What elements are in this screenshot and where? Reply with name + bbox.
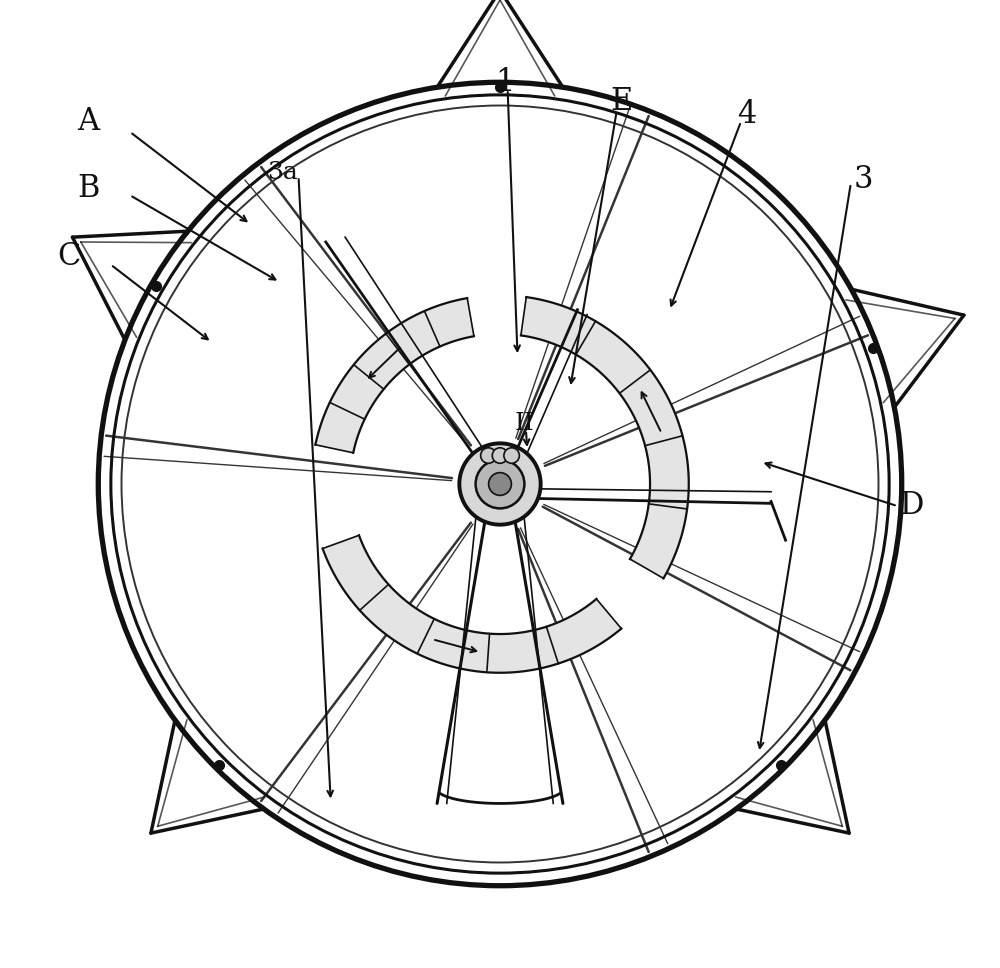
Polygon shape xyxy=(521,297,689,579)
Circle shape xyxy=(492,448,508,464)
Text: B: B xyxy=(77,173,100,204)
Circle shape xyxy=(489,472,511,496)
Circle shape xyxy=(476,460,524,508)
Text: 3: 3 xyxy=(853,164,873,195)
Circle shape xyxy=(459,443,541,525)
Text: 4: 4 xyxy=(737,99,756,130)
Text: E: E xyxy=(610,86,632,117)
Text: C: C xyxy=(58,241,81,272)
Circle shape xyxy=(481,448,496,464)
Circle shape xyxy=(504,448,519,464)
Text: II: II xyxy=(514,412,534,436)
Text: A: A xyxy=(78,106,100,136)
Text: 3a: 3a xyxy=(267,161,298,184)
Text: D: D xyxy=(899,490,924,521)
Polygon shape xyxy=(315,298,474,453)
Polygon shape xyxy=(323,535,621,673)
Text: 1: 1 xyxy=(495,67,515,98)
